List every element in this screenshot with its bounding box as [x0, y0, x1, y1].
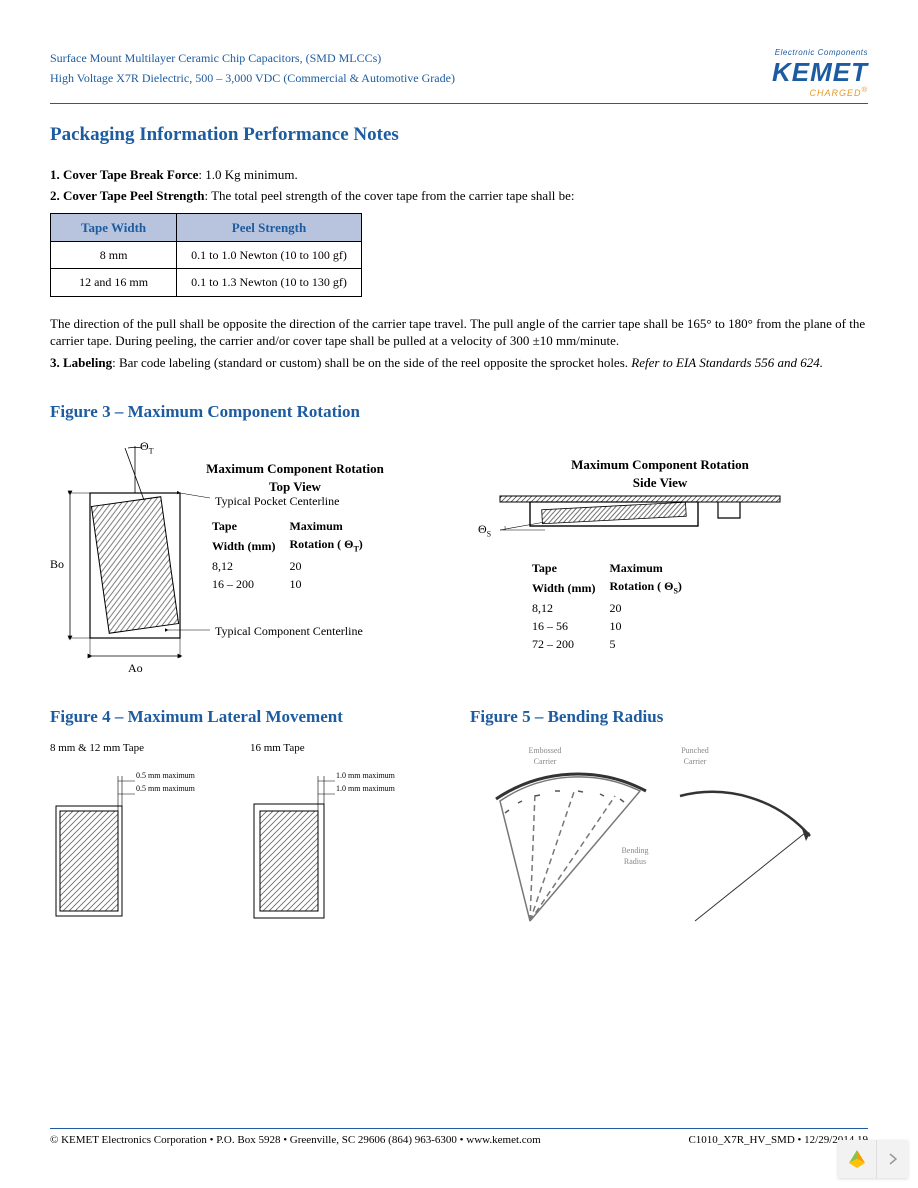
fig4-label-8-12: 8 mm & 12 mm Tape	[50, 741, 200, 756]
peel-strength-table: Tape Width Peel Strength 8 mm 0.1 to 1.0…	[50, 213, 362, 297]
td: 0.1 to 1.0 Newton (10 to 100 gf)	[177, 242, 362, 269]
table-header-row: Tape Width Peel Strength	[51, 213, 362, 242]
label-embossed: Embossed Carrier	[520, 746, 570, 768]
paragraph-pull-direction: The direction of the pull shall be oppos…	[50, 315, 868, 350]
theta-t-label: ΘT	[140, 438, 154, 457]
chevron-right-icon	[889, 1153, 897, 1165]
note-3-ref: Refer to EIA Standards 556 and 624.	[631, 355, 823, 370]
figure3-container: ΘT Maximum Component Rotation Top View T…	[50, 438, 868, 678]
label-component-centerline: Typical Component Centerline	[215, 623, 363, 639]
figure5-container: Figure 5 – Bending Radius Embossed Car	[470, 706, 850, 941]
note-1-text: : 1.0 Kg minimum.	[198, 167, 297, 182]
figures-4-5-row: Figure 4 – Maximum Lateral Movement 8 mm…	[50, 706, 868, 941]
td: 12 and 16 mm	[51, 269, 177, 296]
page-nav-widget	[838, 1140, 908, 1178]
header-rule	[50, 103, 868, 104]
fig4-tape-8-12: 8 mm & 12 mm Tape 0.5 mm maximum	[50, 741, 200, 921]
note-1: 1. Cover Tape Break Force: 1.0 Kg minimu…	[50, 166, 868, 184]
note-1-label: 1. Cover Tape Break Force	[50, 167, 198, 182]
figure4-container: Figure 4 – Maximum Lateral Movement 8 mm…	[50, 706, 410, 941]
td: 8 mm	[51, 242, 177, 269]
label-pocket-centerline: Typical Pocket Centerline	[215, 493, 339, 509]
nav-logo-icon	[838, 1140, 876, 1178]
fig3-side-table: TapeMaximum Width (mm)Rotation ( ΘS) 8,1…	[530, 558, 696, 654]
logo-text: KEMET	[772, 59, 868, 85]
header-left: Surface Mount Multilayer Ceramic Chip Ca…	[50, 48, 455, 89]
dim-05-a: 0.5 mm maximum	[136, 771, 195, 782]
table-row: 8 mm 0.1 to 1.0 Newton (10 to 100 gf)	[51, 242, 362, 269]
fig3-side-caption: Maximum Component Rotation Side View	[550, 456, 770, 491]
th-peel-strength: Peel Strength	[177, 213, 362, 242]
theta-s-label: ΘS	[478, 521, 491, 540]
fig4-tape-16: 16 mm Tape 1.0 mm maximum 1.0 mm maximum	[250, 741, 400, 921]
dim-05-b: 0.5 mm maximum	[136, 784, 195, 795]
th-tape-width: Tape Width	[51, 213, 177, 242]
header-line1: Surface Mount Multilayer Ceramic Chip Ca…	[50, 48, 455, 68]
fig4-label-16: 16 mm Tape	[250, 741, 400, 756]
fig3-top-caption: Maximum Component Rotation Top View	[195, 460, 395, 495]
note-2-label: 2. Cover Tape Peel Strength	[50, 188, 204, 203]
ao-label: Ao	[128, 660, 143, 676]
section-title: Packaging Information Performance Notes	[50, 122, 868, 148]
page-footer: © KEMET Electronics Corporation • P.O. B…	[50, 1128, 868, 1148]
bo-label: Bo	[50, 556, 64, 572]
table-row: 12 and 16 mm 0.1 to 1.3 Newton (10 to 13…	[51, 269, 362, 296]
figure4-title: Figure 4 – Maximum Lateral Movement	[50, 706, 410, 729]
footer-left: © KEMET Electronics Corporation • P.O. B…	[50, 1133, 541, 1148]
dim-10-b: 1.0 mm maximum	[336, 784, 395, 795]
dim-10-a: 1.0 mm maximum	[336, 771, 395, 782]
figure5-title: Figure 5 – Bending Radius	[470, 706, 850, 729]
label-punched: Punched Carrier	[670, 746, 720, 768]
nav-next-button[interactable]	[876, 1140, 908, 1178]
page-header: Surface Mount Multilayer Ceramic Chip Ca…	[50, 48, 868, 99]
logo-tagline-bottom: CHARGED®	[772, 85, 868, 99]
note-3: 3. Labeling: Bar code labeling (standard…	[50, 354, 868, 372]
label-bending-radius: Bending Radius	[610, 846, 660, 868]
note-2: 2. Cover Tape Peel Strength: The total p…	[50, 187, 868, 205]
note-3-label: 3. Labeling	[50, 355, 112, 370]
td: 0.1 to 1.3 Newton (10 to 130 gf)	[177, 269, 362, 296]
kemet-logo: Electronic Components KEMET CHARGED®	[772, 48, 868, 99]
header-line2: High Voltage X7R Dielectric, 500 – 3,000…	[50, 68, 455, 88]
fig3-top-table: TapeMaximum Width (mm)Rotation ( ΘT) 8,1…	[210, 516, 377, 594]
footer-rule	[50, 1128, 868, 1129]
note-2-text: : The total peel strength of the cover t…	[204, 188, 574, 203]
figure3-top-view: ΘT Maximum Component Rotation Top View T…	[50, 438, 410, 678]
note-3-text: : Bar code labeling (standard or custom)…	[112, 355, 631, 370]
figure3-title: Figure 3 – Maximum Component Rotation	[50, 401, 868, 424]
fig5-svg	[470, 741, 850, 941]
figure3-side-view: Maximum Component Rotation Side View ΘS …	[450, 438, 830, 678]
